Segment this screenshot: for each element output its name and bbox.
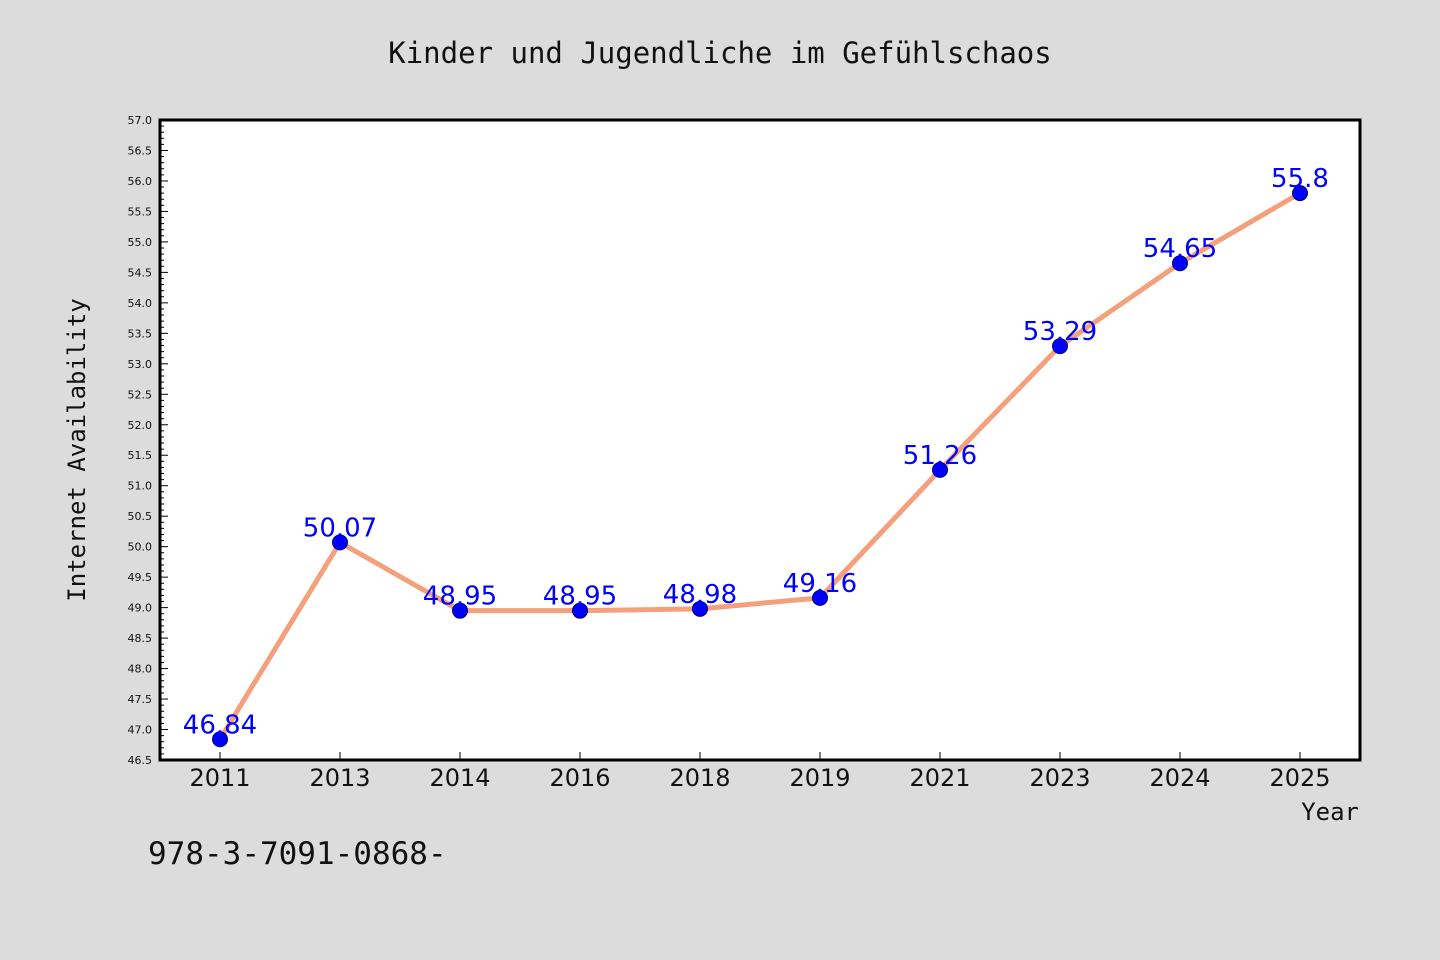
data-point	[572, 602, 588, 619]
y-tick-label: 56.0	[128, 175, 153, 188]
y-tick-label: 55.5	[128, 205, 153, 218]
data-point	[332, 534, 348, 551]
y-tick-label: 54.5	[128, 266, 153, 279]
y-tick-label: 49.0	[128, 602, 153, 615]
y-tick-label: 47.0	[128, 724, 153, 737]
x-axis-title: Year	[1301, 798, 1359, 826]
data-point	[812, 589, 828, 606]
data-point	[1292, 185, 1308, 202]
data-label: 48.98	[663, 580, 737, 610]
x-tick-label: 2021	[909, 764, 970, 792]
data-label: 51.26	[903, 441, 977, 471]
data-point	[452, 602, 468, 619]
data-point	[1172, 255, 1188, 272]
data-labels: 46.84 50.07 48.95 48.95 48.98 49.16 51.26 53.29…	[183, 164, 1329, 740]
y-tick-label: 48.0	[128, 663, 153, 676]
y-tick-label: 56.5	[128, 144, 153, 157]
x-tick-label: 2018	[669, 764, 730, 792]
data-point	[212, 731, 228, 748]
y-tick-label: 53.5	[128, 327, 153, 340]
plot-frame	[158, 118, 1362, 762]
y-tick-label: 50.5	[128, 510, 153, 523]
y-tick-label: 54.0	[128, 297, 153, 310]
data-label: 49.16	[783, 569, 857, 599]
y-tick-label: 53.0	[128, 358, 153, 371]
y-tick-label: 48.5	[128, 632, 153, 645]
x-tick-label: 2014	[429, 764, 490, 792]
x-tick-label: 2023	[1029, 764, 1090, 792]
data-label: 46.84	[183, 710, 257, 740]
y-tick-label: 57.0	[128, 114, 153, 127]
y-tick-label: 52.5	[128, 388, 153, 401]
series-line-group	[217, 190, 1302, 741]
data-label: 55.8	[1271, 164, 1329, 194]
y-tick-label: 47.5	[128, 693, 153, 706]
y-tick-label: 52.0	[128, 419, 153, 432]
plot-area	[160, 120, 1360, 760]
x-tick-label: 2013	[309, 764, 370, 792]
series-line	[217, 190, 1302, 741]
chart-title: Kinder und Jugendliche im Gefühlschaos	[388, 36, 1051, 70]
y-tick-label: 51.0	[128, 480, 153, 493]
data-point	[692, 600, 708, 617]
x-tick-label: 2024	[1149, 764, 1210, 792]
y-axis-title: Internet Availability	[63, 298, 91, 601]
footer-isbn: 978-3-7091-0868-	[148, 836, 447, 872]
data-point	[932, 461, 948, 478]
x-tick-label: 2019	[789, 764, 850, 792]
y-tick-label: 55.0	[128, 236, 153, 249]
data-label: 48.95	[543, 582, 617, 612]
y-tick-label: 46.5	[128, 754, 153, 767]
y-tick-label: 49.5	[128, 571, 153, 584]
x-tick-label: 2025	[1269, 764, 1330, 792]
data-point	[1052, 338, 1068, 355]
y-axis-ticks: 46.5 47.0 47.5 48.0 48.5 49.0 49.5 50.0 50.5 51.0…	[128, 114, 168, 767]
x-tick-label: 2011	[189, 764, 250, 792]
x-tick-label: 2016	[549, 764, 610, 792]
data-label: 53.29	[1023, 317, 1097, 347]
data-points	[212, 185, 1308, 748]
data-label: 48.95	[423, 582, 497, 612]
data-label: 54.65	[1143, 234, 1217, 264]
data-label: 50.07	[303, 513, 377, 543]
y-tick-label: 51.5	[128, 449, 153, 462]
y-tick-label: 50.0	[128, 541, 153, 554]
